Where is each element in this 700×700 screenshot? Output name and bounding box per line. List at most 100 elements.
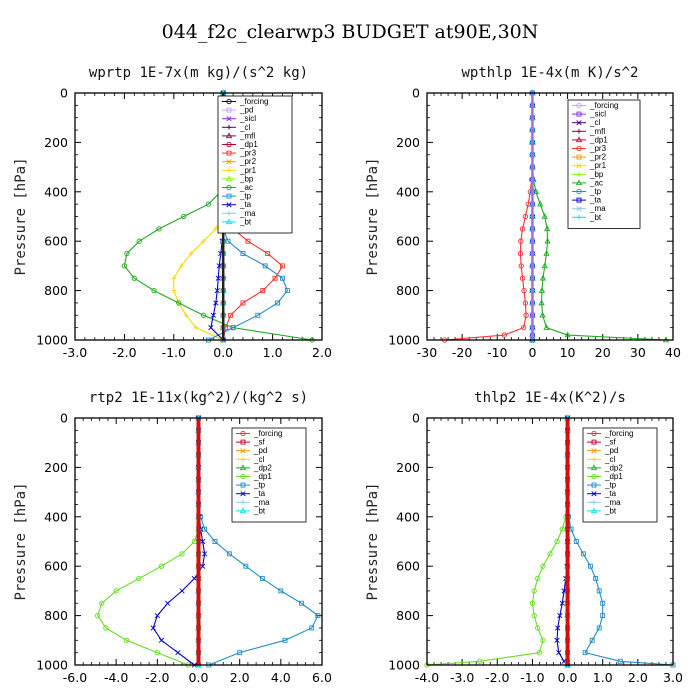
y-axis-label: Pressure [hPa] <box>13 157 29 275</box>
legend-entry: _tp <box>239 192 252 201</box>
legend: _forcing_sicl_cl_mfl_dp1_pr3_pr2_pr1_bp_… <box>567 99 641 229</box>
y-tick-label: 800 <box>44 283 68 298</box>
data-point <box>226 551 232 557</box>
legend-entry: _tp <box>253 481 266 490</box>
data-point <box>539 274 547 281</box>
legend-entry: _cl <box>253 455 264 464</box>
x-tick-label: 2.0 <box>230 670 250 685</box>
data-point <box>171 275 177 281</box>
legend-entry: _pr3 <box>589 144 607 153</box>
legend-entry: _ta <box>253 489 266 498</box>
data-point <box>255 312 261 318</box>
legend-marker <box>226 150 232 156</box>
legend-entry: _bt <box>253 506 266 515</box>
data-point <box>554 538 560 545</box>
legend-marker <box>591 448 597 454</box>
y-tick-label: 400 <box>44 184 68 199</box>
legend-entry: _bp <box>239 174 254 183</box>
x-tick-label: -2.0 <box>485 670 509 685</box>
data-point <box>559 600 565 606</box>
legend-marker <box>576 128 582 134</box>
data-point <box>202 551 208 557</box>
data-point <box>154 612 160 619</box>
data-point <box>260 288 266 294</box>
legend-marker <box>226 210 232 216</box>
data-point <box>535 625 541 631</box>
series-pr3 <box>441 90 536 343</box>
panel-title: wprtp 1E-7x(m kg)/(s^2 kg) <box>89 65 308 81</box>
figure-title: 044_f2c_clearwp3 BUDGET at90E,30N <box>162 21 539 43</box>
legend-marker <box>226 159 232 165</box>
data-point <box>519 275 526 281</box>
legend-entry: _mfl <box>239 131 255 140</box>
legend-marker <box>239 464 247 471</box>
x-tick-label: 1.0 <box>263 345 283 360</box>
data-point <box>94 612 101 619</box>
data-point <box>272 275 278 281</box>
legend-marker <box>576 145 582 152</box>
legend-marker <box>226 124 232 130</box>
legend: _forcing_pd_sicl_cl_mfl_dp1_pr3_pr2_pr1_… <box>217 95 293 234</box>
legend-entry: _pd <box>604 446 618 455</box>
data-point <box>150 625 156 631</box>
data-point <box>123 637 130 643</box>
legend-marker <box>590 464 598 471</box>
x-tick-label: 6.0 <box>312 670 332 685</box>
x-tick-label: 0 <box>528 345 536 360</box>
x-tick-label: -2.0 <box>112 345 136 360</box>
legend-entry: _forcing <box>253 429 282 438</box>
data-point <box>587 563 593 569</box>
x-tick-label: -4.0 <box>104 670 128 685</box>
panel-title: wpthlp 1E-4x(m K)/s^2 <box>461 65 638 81</box>
legend-marker <box>576 120 582 126</box>
data-point <box>165 600 171 606</box>
data-point <box>547 551 553 557</box>
y-tick-label: 0 <box>60 86 68 101</box>
legend-entry: _bt <box>589 213 602 222</box>
legend-entry: _pr1 <box>589 161 607 170</box>
y-tick-label: 400 <box>396 509 420 524</box>
data-point <box>538 299 545 306</box>
legend-entry: _sf <box>604 438 616 447</box>
legend-marker <box>575 136 583 143</box>
data-point <box>171 288 177 294</box>
data-point <box>573 539 579 544</box>
data-point <box>536 650 543 656</box>
y-tick-label: 1000 <box>388 333 420 348</box>
data-point <box>517 250 524 257</box>
x-tick-label: 2.0 <box>312 345 332 360</box>
data-point <box>230 325 236 331</box>
data-point <box>113 588 119 594</box>
legend-marker <box>225 218 233 225</box>
data-point <box>523 312 529 318</box>
data-point <box>151 287 157 294</box>
y-axis-label: Pressure [hPa] <box>13 482 29 600</box>
data-point <box>280 275 285 281</box>
data-point <box>178 263 184 269</box>
x-tick-label: 10 <box>560 345 576 360</box>
data-point <box>225 238 231 244</box>
data-point <box>501 332 507 338</box>
y-tick-label: 800 <box>396 283 420 298</box>
data-point <box>175 650 181 656</box>
panel-3: rtp2 1E-11x(kg^2)/(kg^2 s) Pressure [hPa]… <box>13 390 332 685</box>
data-point <box>555 625 561 631</box>
data-point <box>543 324 550 330</box>
x-tick-label: 0.0 <box>189 670 209 685</box>
data-point <box>593 576 599 581</box>
legend-marker <box>240 456 246 462</box>
legend-entry: _pr3 <box>239 149 257 158</box>
panel-4: thlp2 1E-4x(K^2)/s Pressure [hPa] -4.0 -3.0… <box>365 390 683 685</box>
series-dp1 <box>424 415 571 668</box>
legend-entry: _pd <box>253 446 267 455</box>
data-point <box>158 637 165 643</box>
data-point <box>154 650 160 656</box>
data-point <box>298 600 304 606</box>
legend-marker <box>575 179 583 186</box>
y-tick-label: 400 <box>44 509 68 524</box>
data-point <box>212 539 218 544</box>
legend-entry: _dp1 <box>589 135 608 144</box>
x-tick-label: -30 <box>417 345 437 360</box>
legend-entry: _dp2 <box>604 463 623 472</box>
data-point <box>193 325 199 331</box>
